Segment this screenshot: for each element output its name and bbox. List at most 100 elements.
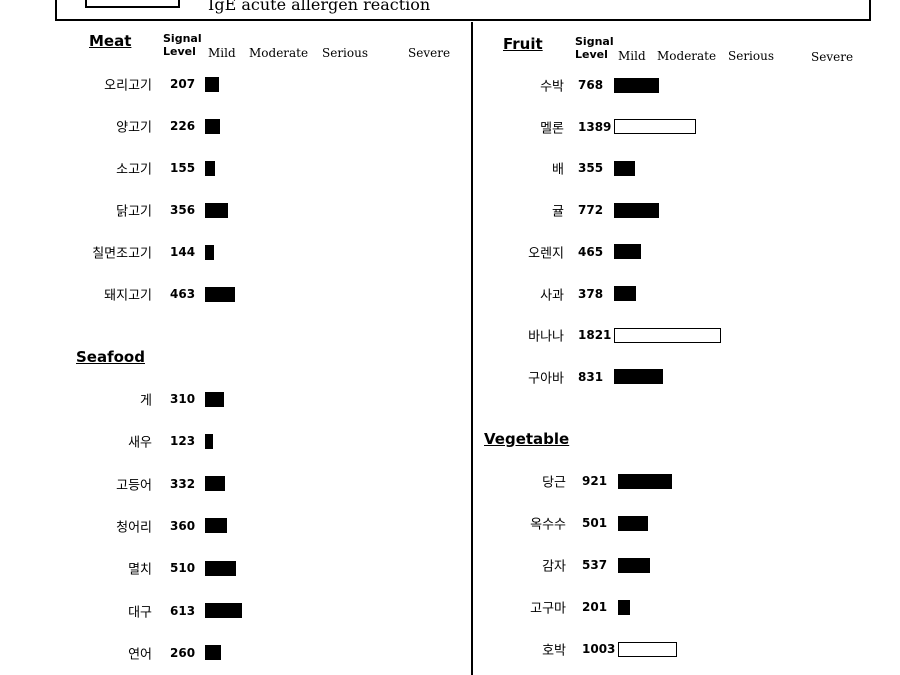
- seafood-item-name: 대구: [128, 605, 152, 620]
- meat-bar: [205, 118, 220, 134]
- meat-item-value: 155: [170, 161, 196, 175]
- seafood-item-name: 새우: [128, 435, 152, 451]
- header-box: [55, 0, 871, 21]
- fruit-signal-label: Signal: [575, 35, 614, 48]
- fruit-item-name: 멜론: [540, 121, 564, 137]
- fruit-scale-mild: Mild: [618, 49, 646, 63]
- header-inner-box: [85, 0, 180, 8]
- seafood-bar: [205, 645, 221, 661]
- fruit-item-value: 355: [578, 161, 604, 176]
- meat-item-value: 463: [170, 287, 196, 301]
- meat-bar: [205, 160, 216, 176]
- section-title-seafood: Seafood: [76, 348, 145, 366]
- section-title-fruit: Fruit: [503, 35, 543, 53]
- fruit-bar: [614, 327, 721, 343]
- meat-item-value: 144: [170, 245, 196, 259]
- fruit-item-value: 772: [578, 203, 604, 218]
- vegetable-item-name: 감자: [542, 559, 566, 575]
- meat-bar: [205, 202, 229, 218]
- seafood-item-name: 청어리: [116, 520, 152, 536]
- fruit-signal-header: Signal Level: [575, 35, 614, 61]
- meat-scale-mild: Mild: [208, 46, 236, 60]
- fruit-item-name: 바나나: [528, 329, 564, 345]
- fruit-item-name: 사과: [540, 288, 564, 303]
- fruit-item-name: 구아바: [528, 371, 564, 387]
- meat-signal-header: Signal Level: [163, 32, 202, 58]
- fruit-item-name: 오렌지: [528, 246, 564, 262]
- vegetable-bar: [618, 557, 650, 573]
- vegetable-item-name: 당근: [542, 475, 566, 491]
- meat-scale-moderate: Moderate: [249, 46, 309, 60]
- seafood-item-value: 310: [170, 392, 196, 406]
- fruit-bar: [614, 77, 660, 93]
- meat-item-value: 356: [170, 203, 196, 217]
- fruit-item-name: 수박: [540, 79, 564, 95]
- vegetable-bar: [618, 641, 678, 657]
- seafood-item-name: 게: [140, 393, 152, 409]
- meat-scale-serious: Serious: [322, 46, 369, 60]
- fruit-item-value: 1821: [578, 328, 612, 343]
- meat-item-name: 돼지고기: [104, 288, 152, 304]
- meat-item-name: 양고기: [116, 120, 152, 136]
- fruit-scale-moderate: Moderate: [657, 49, 717, 63]
- meat-item-value: 226: [170, 119, 196, 133]
- seafood-item-value: 360: [170, 518, 196, 533]
- seafood-bar: [205, 603, 243, 618]
- vegetable-item-value: 921: [582, 474, 608, 488]
- vegetable-item-value: 537: [582, 558, 608, 572]
- meat-bar: [205, 76, 219, 92]
- fruit-bar: [614, 202, 660, 218]
- fruit-item-name: 배: [552, 162, 564, 178]
- fruit-bar: [614, 160, 635, 176]
- fruit-bar: [614, 286, 637, 301]
- meat-scale-severe: Severe: [408, 46, 451, 60]
- fruit-bar: [614, 369, 663, 385]
- seafood-bar: [205, 391, 224, 407]
- seafood-bar: [205, 476, 226, 492]
- vegetable-item-value: 201: [582, 600, 608, 614]
- seafood-item-name: 고등어: [116, 478, 152, 494]
- seafood-item-value: 510: [170, 561, 196, 576]
- section-title-meat: Meat: [89, 32, 132, 50]
- seafood-item-name: 멸치: [128, 562, 152, 578]
- vegetable-bar: [618, 599, 630, 615]
- seafood-item-name: 연어: [128, 647, 152, 663]
- vegetable-item-name: 호박: [542, 643, 566, 659]
- meat-bar: [205, 286, 236, 302]
- column-divider: [471, 22, 473, 675]
- meat-item-name: 오리고기: [104, 78, 152, 94]
- meat-level-label: Level: [163, 45, 196, 58]
- vegetable-item-value: 501: [582, 516, 608, 530]
- fruit-item-value: 378: [578, 286, 604, 301]
- fruit-level-label: Level: [575, 48, 608, 61]
- meat-bar: [205, 244, 215, 260]
- seafood-bar: [205, 560, 237, 576]
- fruit-scale-serious: Serious: [728, 49, 775, 63]
- seafood-item-value: 260: [170, 645, 196, 660]
- seafood-bar: [205, 433, 213, 449]
- meat-item-name: 소고기: [116, 162, 152, 178]
- vegetable-bar: [618, 515, 648, 531]
- vegetable-item-name: 고구마: [530, 601, 566, 617]
- seafood-item-value: 123: [170, 434, 196, 449]
- fruit-bar: [614, 119, 696, 135]
- fruit-item-value: 768: [578, 78, 604, 92]
- fruit-bar: [614, 244, 642, 260]
- section-title-vegetable: Vegetable: [484, 430, 570, 448]
- meat-signal-label: Signal: [163, 32, 202, 45]
- header-text: IgE acute allergen reaction: [208, 0, 431, 14]
- fruit-item-value: 1389: [578, 119, 612, 134]
- seafood-item-value: 613: [170, 603, 196, 618]
- meat-item-value: 207: [170, 77, 196, 91]
- seafood-item-value: 332: [170, 476, 196, 491]
- meat-item-name: 칠면조고기: [92, 246, 152, 262]
- fruit-item-value: 831: [578, 369, 604, 384]
- vegetable-bar: [618, 473, 673, 489]
- vegetable-item-name: 옥수수: [530, 517, 566, 533]
- fruit-item-name: 귤: [552, 204, 564, 220]
- fruit-scale-severe: Severe: [811, 50, 854, 64]
- fruit-item-value: 465: [578, 244, 604, 259]
- meat-item-name: 닭고기: [116, 204, 152, 220]
- seafood-bar: [205, 518, 227, 534]
- vegetable-item-value: 1003: [582, 642, 616, 656]
